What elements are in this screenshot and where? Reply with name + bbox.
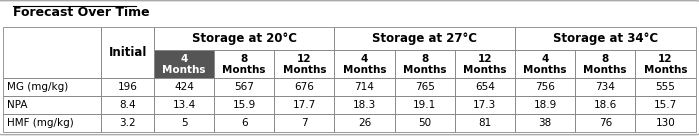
Bar xyxy=(101,78,154,96)
Text: Storage at 20°C: Storage at 20°C xyxy=(192,32,296,45)
Text: 13.4: 13.4 xyxy=(173,100,196,110)
Bar xyxy=(455,96,515,114)
Text: Initial: Initial xyxy=(108,46,147,59)
Text: 17.7: 17.7 xyxy=(293,100,316,110)
Text: 8.4: 8.4 xyxy=(120,100,136,110)
Bar xyxy=(154,27,334,50)
Bar xyxy=(515,50,575,78)
Text: Storage at 34°C: Storage at 34°C xyxy=(553,32,658,45)
Text: 6: 6 xyxy=(241,118,247,128)
Text: 38: 38 xyxy=(538,118,552,128)
Bar xyxy=(101,27,154,78)
Bar xyxy=(395,50,455,78)
Bar xyxy=(154,96,214,114)
Bar xyxy=(274,96,334,114)
Text: 81: 81 xyxy=(478,118,491,128)
Bar xyxy=(214,96,274,114)
Bar xyxy=(515,78,575,96)
Bar xyxy=(3,27,101,78)
Bar xyxy=(575,114,635,132)
Bar xyxy=(334,27,515,50)
Bar xyxy=(154,78,214,96)
Bar xyxy=(3,78,101,96)
Bar xyxy=(3,96,101,114)
Bar xyxy=(455,114,515,132)
Bar xyxy=(154,96,214,114)
Bar xyxy=(334,96,395,114)
Bar xyxy=(635,50,696,78)
Bar xyxy=(154,114,214,132)
Bar xyxy=(455,96,515,114)
Text: 4
Months: 4 Months xyxy=(343,54,387,75)
Bar xyxy=(3,114,101,132)
Bar xyxy=(154,78,214,96)
Text: 8
Months: 8 Months xyxy=(222,54,266,75)
Bar xyxy=(515,96,575,114)
Text: 12
Months: 12 Months xyxy=(463,54,507,75)
Bar xyxy=(101,114,154,132)
Bar xyxy=(3,96,101,114)
Text: 76: 76 xyxy=(598,118,612,128)
Text: 15.7: 15.7 xyxy=(654,100,677,110)
Bar xyxy=(455,50,515,78)
Bar xyxy=(334,50,395,78)
Bar xyxy=(334,96,395,114)
Text: 756: 756 xyxy=(535,82,555,92)
Text: 555: 555 xyxy=(656,82,675,92)
Bar xyxy=(154,50,214,78)
Bar xyxy=(575,78,635,96)
Text: 18.3: 18.3 xyxy=(353,100,376,110)
Text: 26: 26 xyxy=(358,118,371,128)
Bar xyxy=(101,96,154,114)
Bar xyxy=(101,96,154,114)
Bar xyxy=(154,114,214,132)
Text: 15.9: 15.9 xyxy=(233,100,256,110)
Bar xyxy=(575,50,635,78)
Bar xyxy=(515,78,575,96)
Bar xyxy=(3,27,101,78)
Bar xyxy=(101,114,154,132)
Bar xyxy=(334,114,395,132)
Bar xyxy=(101,27,154,78)
Text: 19.1: 19.1 xyxy=(413,100,436,110)
Bar xyxy=(515,114,575,132)
Text: 8
Months: 8 Months xyxy=(403,54,447,75)
Bar xyxy=(154,50,214,78)
Text: Forecast Over Time: Forecast Over Time xyxy=(13,6,149,19)
Bar xyxy=(214,114,274,132)
Bar xyxy=(274,78,334,96)
Bar xyxy=(214,114,274,132)
Bar xyxy=(575,78,635,96)
Text: 765: 765 xyxy=(415,82,435,92)
Text: 5: 5 xyxy=(181,118,187,128)
Bar xyxy=(334,78,395,96)
Text: 50: 50 xyxy=(418,118,431,128)
Bar xyxy=(635,114,696,132)
Text: 18.9: 18.9 xyxy=(533,100,556,110)
Bar xyxy=(334,114,395,132)
Bar xyxy=(455,114,515,132)
Bar xyxy=(274,78,334,96)
Text: 734: 734 xyxy=(596,82,615,92)
Bar xyxy=(635,96,696,114)
Bar xyxy=(395,96,455,114)
Bar xyxy=(334,50,395,78)
Text: 424: 424 xyxy=(174,82,194,92)
Bar xyxy=(395,78,455,96)
Text: 3.2: 3.2 xyxy=(120,118,136,128)
Text: 567: 567 xyxy=(234,82,254,92)
Bar xyxy=(274,114,334,132)
Bar xyxy=(395,50,455,78)
Text: 8
Months: 8 Months xyxy=(584,54,627,75)
Bar xyxy=(154,27,334,50)
Text: HMF (mg/kg): HMF (mg/kg) xyxy=(7,118,73,128)
Bar xyxy=(274,96,334,114)
Bar xyxy=(635,78,696,96)
Bar xyxy=(101,78,154,96)
Text: 12
Months: 12 Months xyxy=(282,54,326,75)
Bar xyxy=(274,50,334,78)
Bar xyxy=(515,27,696,50)
Bar xyxy=(515,50,575,78)
Bar xyxy=(635,50,696,78)
